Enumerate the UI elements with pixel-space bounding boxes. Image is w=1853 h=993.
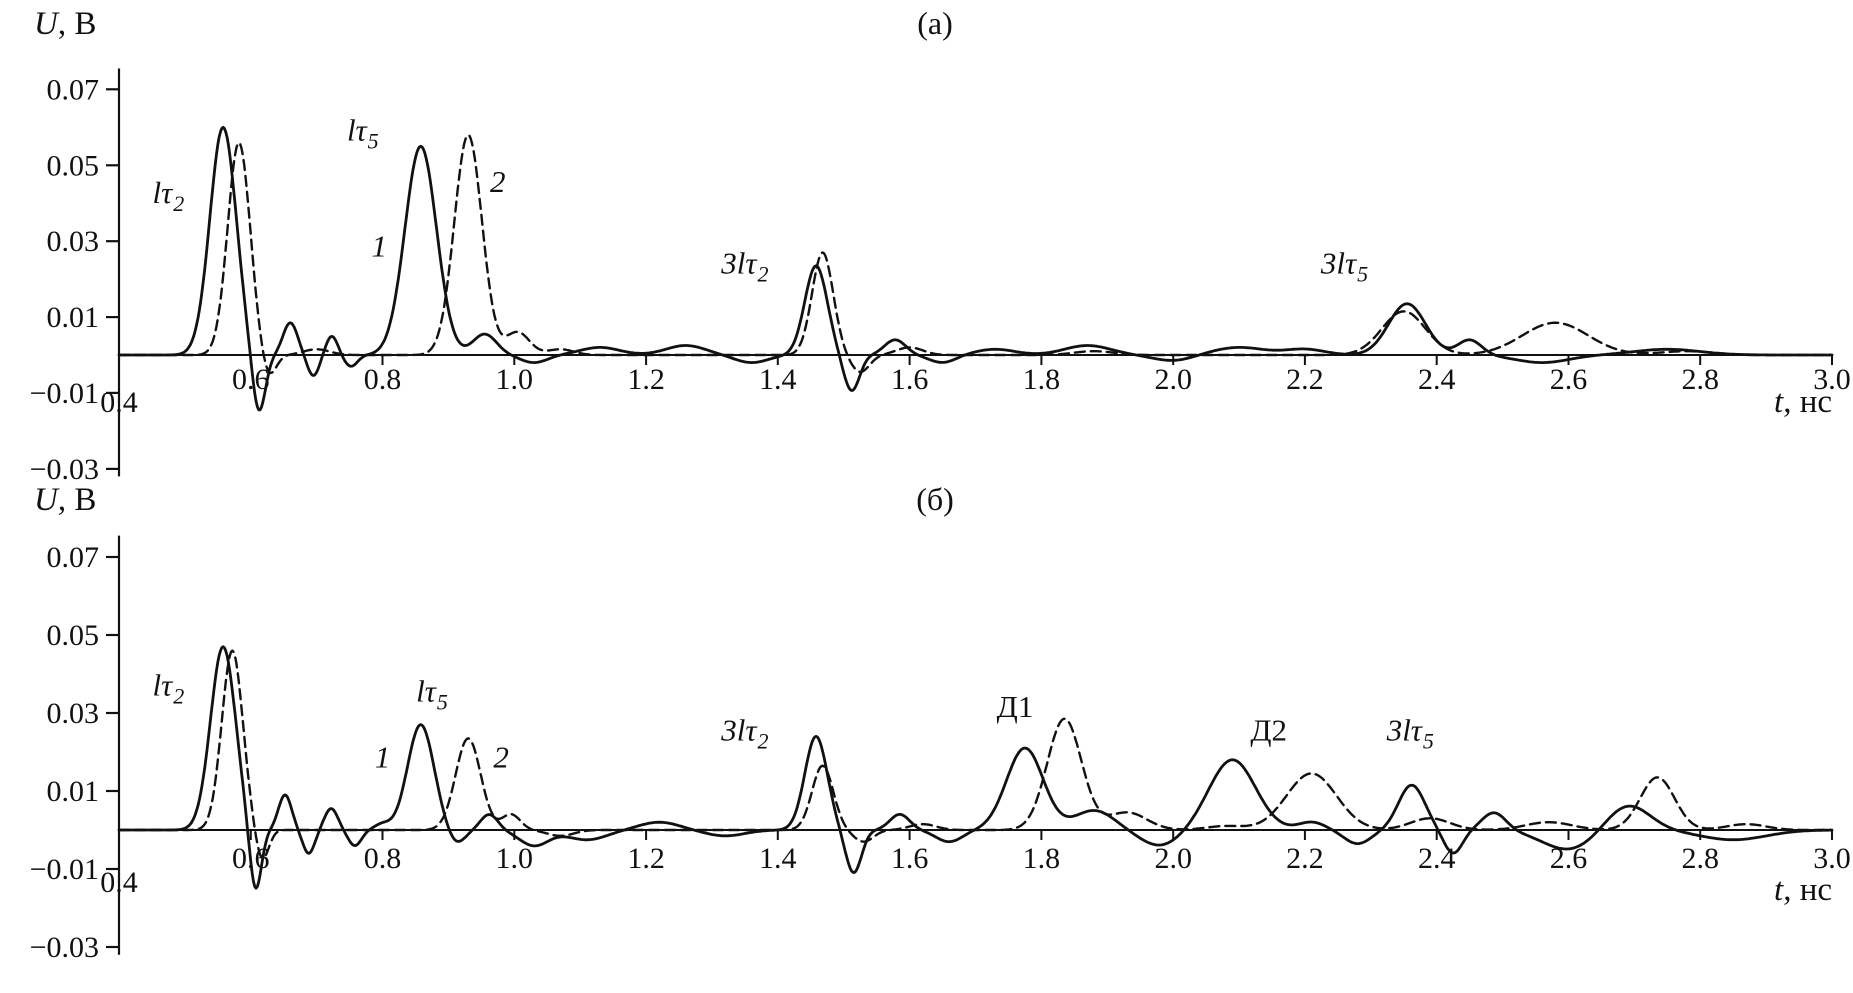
series-2-curve <box>117 133 1834 375</box>
x-tick-label: 1.2 <box>627 363 665 396</box>
panel-title: (б) <box>916 481 954 517</box>
y-tick-label: −0.01 <box>30 377 99 410</box>
x-tick-label: 1.6 <box>891 842 929 875</box>
x-tick-label: 2.4 <box>1418 363 1456 396</box>
x-tick-label: 2.0 <box>1154 842 1192 875</box>
y-tick-label: 0.07 <box>47 541 100 574</box>
x-tick-label: 1.8 <box>1023 363 1061 396</box>
x-tick-label: 1.4 <box>759 363 797 396</box>
x-tick-label: 2.2 <box>1286 363 1324 396</box>
y-tick-label: 0.05 <box>47 619 100 652</box>
peak-label: 3lτ5 <box>1386 712 1434 753</box>
peak-label: 3lτ2 <box>720 712 768 753</box>
y-tick-label: −0.03 <box>30 931 99 964</box>
y-tick-label: 0.07 <box>47 73 100 106</box>
peak-label: 1 <box>371 228 387 263</box>
y-tick-label: −0.03 <box>30 453 99 480</box>
x-tick-label: 2.2 <box>1286 842 1324 875</box>
peak-label: lτ5 <box>347 113 379 154</box>
y-tick-label: −0.01 <box>30 853 99 886</box>
x-tick-label: 1.4 <box>759 842 797 875</box>
y-tick-label: 0.01 <box>47 775 100 808</box>
x-tick-label: 0.4 <box>100 386 138 419</box>
x-tick-label: 2.8 <box>1681 363 1719 396</box>
peak-label: lτ5 <box>416 673 448 714</box>
x-tick-label: 2.8 <box>1681 842 1719 875</box>
x-tick-label: 2.6 <box>1550 363 1588 396</box>
y-tick-label: 0.03 <box>47 697 100 730</box>
y-tick-label: 0.05 <box>47 149 100 182</box>
peak-label: 3lτ2 <box>720 245 768 286</box>
x-tick-label: 2.0 <box>1154 363 1192 396</box>
x-tick-label: 0.4 <box>100 866 138 899</box>
peak-label: lτ2 <box>153 175 185 216</box>
peak-label: 1 <box>375 740 391 775</box>
peak-label: 2 <box>493 740 509 775</box>
y-axis-label: U, В <box>34 6 96 42</box>
panel-b-chart: 0.070.050.030.01−0.01−0.030.40.6 0.8 1.0 1.… <box>30 481 1851 964</box>
x-tick-label: 3.0 <box>1813 363 1851 396</box>
x-tick-label: 0.8 <box>364 842 402 875</box>
x-tick-label: 1.2 <box>627 842 665 875</box>
y-axis-label: U, В <box>34 482 96 518</box>
panel-title: (а) <box>917 5 953 41</box>
panel-a-chart: 0.070.050.030.01−0.01−0.030.40.6 0.8 1.0 1.… <box>30 5 1851 480</box>
x-tick-label: 2.4 <box>1418 842 1456 875</box>
x-tick-label: 1.0 <box>496 842 534 875</box>
x-axis-label: t, нс <box>1774 872 1832 908</box>
peak-label: Д2 <box>1250 712 1287 747</box>
series-2-curve <box>117 649 1834 860</box>
peak-label: lτ2 <box>153 667 185 708</box>
x-tick-label: 0.8 <box>364 363 402 396</box>
peak-label: 3lτ5 <box>1320 245 1368 286</box>
x-tick-label: 3.0 <box>1813 842 1851 875</box>
peak-label: 2 <box>490 164 506 199</box>
x-axis-label: t, нс <box>1774 384 1832 420</box>
x-tick-label: 1.6 <box>891 363 929 396</box>
y-tick-label: 0.01 <box>47 301 100 334</box>
peak-label: Д1 <box>997 689 1034 724</box>
series-1-curve <box>117 125 1834 412</box>
x-tick-label: 1.8 <box>1023 842 1061 875</box>
x-tick-label: 1.0 <box>496 363 534 396</box>
y-tick-label: 0.03 <box>47 225 100 258</box>
